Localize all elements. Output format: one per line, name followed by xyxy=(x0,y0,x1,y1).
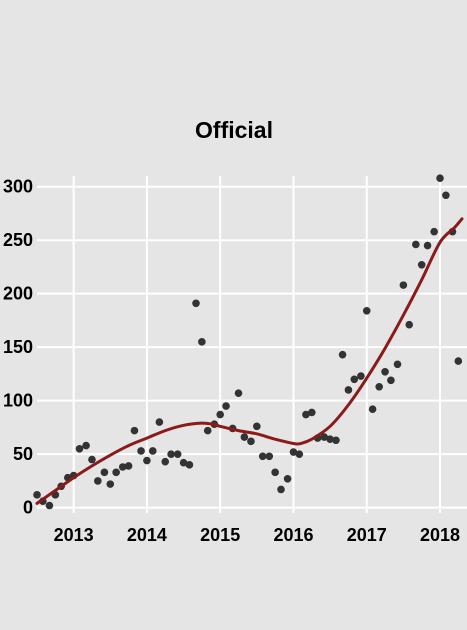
data-point xyxy=(137,447,145,455)
data-point xyxy=(203,426,212,435)
data-point xyxy=(106,480,115,488)
y-tick-label: 50 xyxy=(13,444,33,464)
data-point xyxy=(143,456,151,465)
data-point xyxy=(399,281,408,289)
data-point xyxy=(33,491,41,499)
data-point xyxy=(289,448,298,456)
data-point xyxy=(124,462,133,470)
data-point xyxy=(271,468,279,477)
data-point xyxy=(253,422,261,431)
data-point xyxy=(222,402,230,410)
data-point xyxy=(118,463,127,471)
data-point xyxy=(423,241,432,250)
x-tick-label: 2015 xyxy=(200,525,240,545)
y-tick-label: 0 xyxy=(23,498,33,518)
data-point xyxy=(350,375,359,384)
x-tick-labels: 2013 2014 2015 2016 2017 2018 xyxy=(54,525,460,545)
data-point xyxy=(258,452,267,461)
x-tick-label: 2017 xyxy=(347,525,387,545)
data-point xyxy=(375,382,383,391)
data-point xyxy=(344,386,353,394)
data-point xyxy=(112,468,120,477)
data-point xyxy=(277,485,285,494)
data-point xyxy=(454,357,463,365)
data-point xyxy=(320,433,329,441)
data-point xyxy=(82,441,90,450)
data-point xyxy=(192,299,200,308)
data-point xyxy=(94,477,102,485)
data-point xyxy=(234,389,243,397)
trend-line xyxy=(35,217,464,505)
data-point xyxy=(130,426,139,435)
data-point xyxy=(283,474,292,483)
data-point xyxy=(216,410,224,419)
data-point xyxy=(265,452,274,461)
data-point xyxy=(417,260,426,269)
data-point xyxy=(247,437,255,446)
data-point xyxy=(179,458,188,467)
data-point xyxy=(326,435,334,443)
x-tick-label: 2016 xyxy=(273,525,313,545)
data-point xyxy=(368,405,377,414)
data-point xyxy=(430,227,438,236)
data-point xyxy=(198,338,206,346)
data-point xyxy=(302,410,310,419)
data-point xyxy=(173,450,182,458)
data-point xyxy=(148,447,157,455)
x-tick-label: 2014 xyxy=(127,525,167,545)
data-point xyxy=(185,461,194,469)
data-point xyxy=(307,408,316,417)
data-point xyxy=(381,367,389,376)
data-point xyxy=(167,450,175,458)
data-point xyxy=(161,457,170,466)
data-point xyxy=(442,191,450,200)
data-point xyxy=(338,350,347,359)
data-point xyxy=(332,436,340,445)
data-point xyxy=(45,501,54,510)
data-point xyxy=(240,433,249,441)
data-point xyxy=(362,307,371,315)
data-point xyxy=(155,418,164,426)
data-point xyxy=(436,174,444,182)
data-point xyxy=(412,240,420,249)
y-tick-label: 250 xyxy=(3,230,33,250)
data-point xyxy=(88,455,96,464)
y-tick-label: 150 xyxy=(3,337,33,357)
y-tick-label: 300 xyxy=(3,177,33,197)
x-tick-label: 2018 xyxy=(420,525,460,545)
y-tick-labels: 0 50 100 150 200 250 300 xyxy=(3,177,33,518)
data-point xyxy=(393,360,402,369)
y-tick-label: 100 xyxy=(3,391,33,411)
y-tick-label: 200 xyxy=(3,284,33,304)
data-point xyxy=(100,468,109,477)
data-point xyxy=(405,320,414,329)
data-point xyxy=(75,445,84,453)
data-point xyxy=(357,372,365,380)
data-point xyxy=(295,450,304,458)
data-point xyxy=(387,376,395,385)
x-tick-label: 2013 xyxy=(54,525,94,545)
chart-title: Official xyxy=(195,117,273,143)
grid xyxy=(37,176,467,513)
